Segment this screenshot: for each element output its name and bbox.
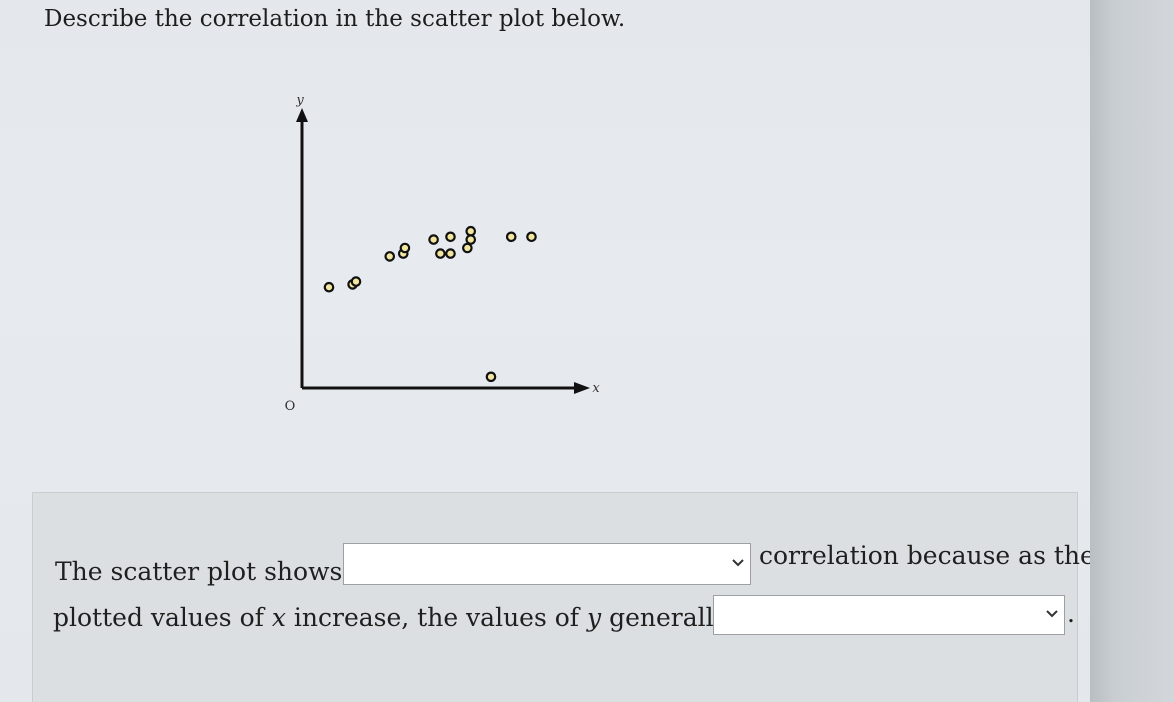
sentence-part-1: The scatter plot shows [55, 557, 343, 586]
y-axis-label: y [295, 93, 304, 108]
correlation-type-dropdown[interactable] [343, 543, 751, 585]
data-point [445, 248, 456, 259]
chevron-down-icon [1046, 610, 1058, 618]
data-point [465, 234, 477, 245]
answer-panel: The scatter plot shows correlation becau… [32, 492, 1095, 702]
sentence-part-2: correlation because as the [759, 541, 1095, 570]
x-axis-label: x [592, 381, 600, 396]
data-point [399, 242, 411, 254]
data-point [505, 231, 517, 243]
data-point [384, 251, 396, 262]
scatter-plot: y x O [285, 93, 601, 414]
data-point [485, 371, 497, 383]
x-axis-arrow [574, 382, 590, 394]
data-point [350, 276, 362, 287]
variable-x: x [271, 603, 286, 632]
question-page: Describe the correlation in the scatter … [0, 0, 1095, 702]
y-axis-arrow [296, 108, 308, 122]
data-point [462, 242, 473, 254]
sentence-period: . [1067, 599, 1075, 628]
trend-direction-dropdown[interactable] [713, 595, 1065, 635]
variable-y: y [587, 603, 602, 632]
chevron-down-icon [732, 559, 744, 567]
data-point [465, 225, 477, 237]
origin-label: O [285, 399, 296, 414]
data-point [526, 231, 537, 243]
data-point [435, 248, 446, 259]
sentence-part-3b: increase, the values of [293, 603, 580, 632]
data-point [323, 281, 335, 293]
sentence-part-3: plotted values of x increase, the values… [53, 603, 728, 632]
data-point [445, 231, 456, 243]
data-point [428, 234, 439, 245]
screen-edge [1090, 0, 1174, 702]
sentence-part-3a: plotted values of [53, 603, 264, 632]
sentence-part-3c: generally [609, 603, 728, 632]
question-text: Describe the correlation in the scatter … [44, 6, 626, 32]
